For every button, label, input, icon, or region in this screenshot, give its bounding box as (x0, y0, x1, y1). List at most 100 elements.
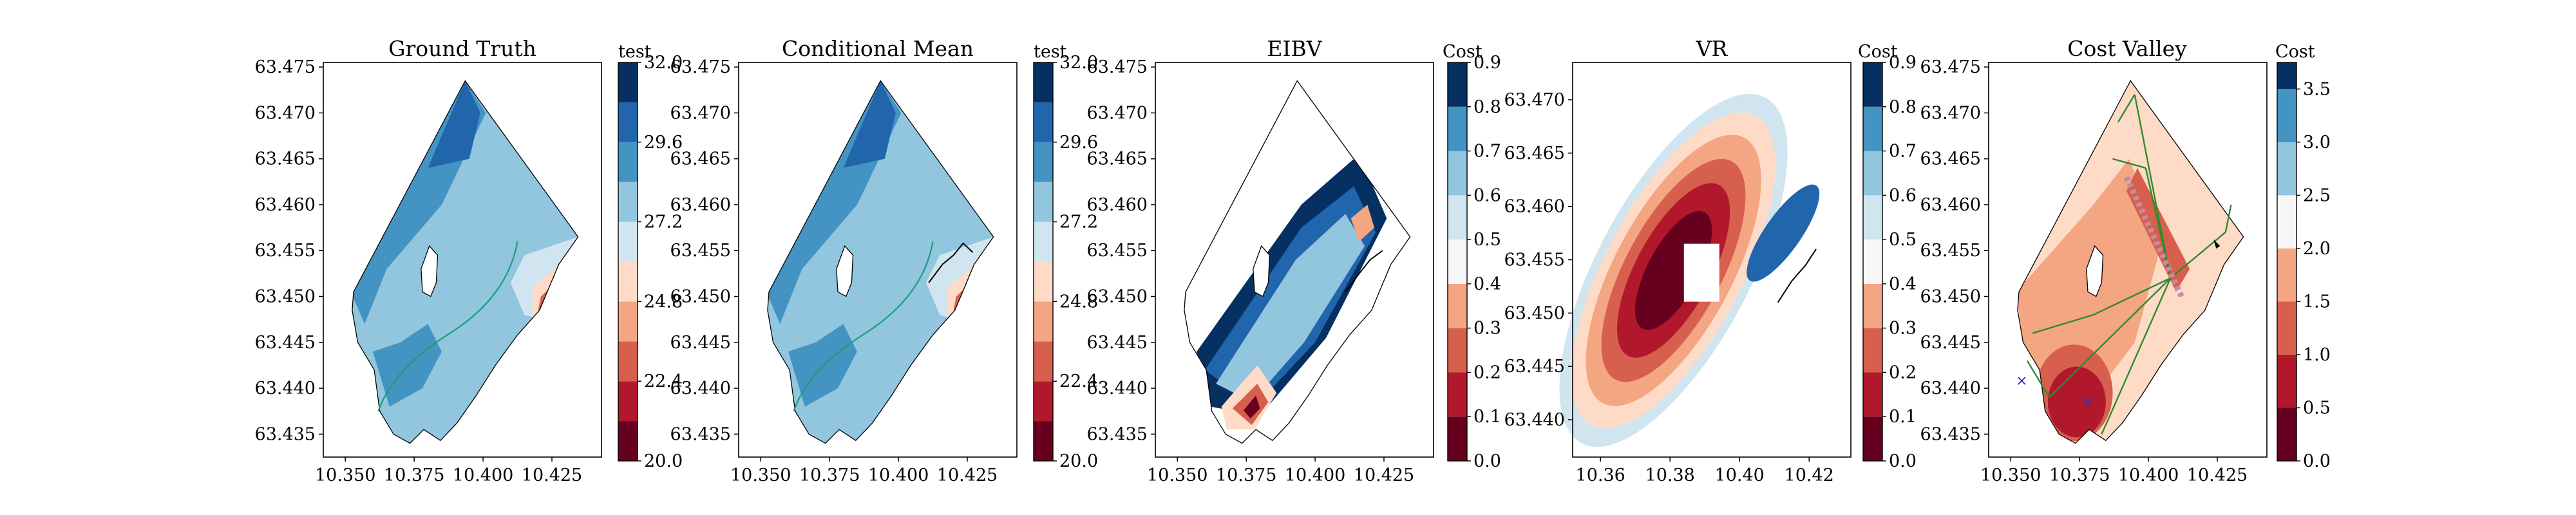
y-tick-label: 63.465 (255, 149, 316, 169)
colorbar-tick-label: 0.5 (2303, 398, 2331, 418)
y-ticks: 63.435 63.440 63.445 63.450 63.455 63.460 63.4… (670, 57, 739, 444)
waypoint-marker: × (2016, 373, 2027, 389)
colorbar-label: Cost (2275, 42, 2315, 62)
contour-fill (1559, 93, 1820, 447)
colorbar-frame (1862, 62, 1883, 462)
contour-lines (793, 241, 974, 412)
colorbar-band (1863, 151, 1882, 196)
y-tick-label: 63.455 (1504, 250, 1565, 270)
colorbar-tick-label: 3.5 (2303, 79, 2331, 99)
x-tick-label: 10.425 (522, 465, 582, 485)
x-ticks: 10.350 10.375 10.400 10.425 (1147, 457, 1414, 485)
plot-frame (738, 62, 1018, 458)
colorbar-frame (1447, 62, 1468, 462)
y-tick-label: 63.435 (670, 424, 731, 444)
x-tick-label: 10.400 (1285, 465, 1345, 485)
contour-band-group (2017, 80, 2244, 444)
colorbar-tick-label: 27.2 (1059, 212, 1098, 232)
colorbar-band (1863, 283, 1882, 328)
contour-lines: ×× (2016, 94, 2232, 435)
colorbar-tick-label: 24.8 (644, 292, 683, 312)
x-tick-label: 10.375 (799, 465, 860, 485)
study-area-outline (2017, 80, 2244, 444)
panel-title: VR (1696, 36, 1728, 61)
colorbar-tick-label: 2.0 (2303, 239, 2331, 259)
x-tick-label: 10.425 (1354, 465, 1414, 485)
y-ticks: 63.435 63.440 63.445 63.450 63.455 63.460 63.4… (1087, 57, 1155, 444)
rrt-branch (2112, 158, 2146, 169)
study-area-outline (767, 80, 994, 444)
contour-lines (1345, 250, 1383, 292)
colorbar-band (1863, 328, 1882, 373)
colorbar-tick-label: 0.1 (1473, 407, 1501, 427)
x-tick-label: 10.350 (1980, 465, 2041, 485)
contour-band-group (767, 80, 994, 444)
contour-band (788, 324, 857, 407)
colorbar: Cost 0.0 0.5 1.0 1.5 2.0 2.5 3.0 3.5 (2275, 42, 2331, 471)
panel-ground-truth: Ground Truth 63.43563.44063.44563.45063.… (255, 36, 683, 485)
colorbar: Cost 0.0 0.1 0.2 0.3 0.4 0.5 0.6 0.7 0.8 0.9 (1858, 42, 1917, 471)
x-tick-label: 10.36 (1576, 465, 1625, 485)
study-area-outline (352, 80, 579, 444)
colorbar-tick-label: 24.8 (1059, 292, 1098, 312)
y-tick-label: 63.460 (1920, 195, 1981, 215)
contour-fill (1184, 80, 1411, 444)
colorbar-tick-label: 0.5 (1889, 230, 1917, 250)
colorbar-band (1034, 102, 1053, 142)
colorbar-band (1863, 372, 1882, 417)
contour-band (1747, 184, 1820, 282)
y-tick-label: 63.450 (670, 287, 731, 307)
vehicle-path (1777, 248, 1817, 303)
colorbar-tick-label: 0.9 (1889, 53, 1917, 73)
colorbar-band (1863, 62, 1882, 107)
colorbar-band (1863, 417, 1882, 461)
colorbar-tick-label: 0.7 (1473, 142, 1501, 162)
y-tick-label: 63.445 (1920, 333, 1981, 353)
y-tick-label: 63.455 (1087, 241, 1148, 261)
colorbar-band (1448, 106, 1467, 151)
colorbar-band (1034, 341, 1053, 382)
colorbar-label: test (1034, 42, 1067, 62)
y-tick-label: 63.470 (1920, 103, 1981, 123)
y-tick-label: 63.455 (1920, 241, 1981, 261)
contour-band (373, 324, 442, 407)
contour-band-group (1184, 80, 1410, 430)
colorbar-band (1448, 417, 1467, 461)
x-tick-label: 10.400 (868, 465, 929, 485)
colorbar-band (618, 301, 638, 342)
x-ticks: 10.350 10.375 10.400 10.425 (730, 457, 998, 485)
rrt-branch (2170, 231, 2226, 279)
colorbar-tick-label: 20.0 (1059, 451, 1098, 471)
colorbar-frame (2277, 62, 2297, 462)
colorbar-band (618, 182, 638, 222)
colorbar-tick-label: 0.4 (1473, 274, 1501, 294)
colorbar-band (618, 62, 638, 102)
contour-band (1216, 214, 1365, 402)
colorbar: test 20.0 22.4 24.8 27.2 29.6 32.0 (618, 42, 683, 471)
colorbar-tick-label: 22.4 (1059, 371, 1098, 391)
panel-eibv: EIBV 63.435 63.440 63.445 63.450 63.455 63.46… (1087, 36, 1501, 485)
rrt-branch (2101, 415, 2111, 435)
y-tick-label: 63.465 (1087, 149, 1148, 169)
contour-line (793, 241, 934, 412)
colorbar-band (1448, 328, 1467, 373)
x-tick-label: 10.350 (315, 465, 375, 485)
colorbar-band (618, 341, 638, 382)
colorbar-band (2277, 142, 2297, 196)
colorbar-label: Cost (1443, 42, 1482, 62)
colorbar-band (1034, 261, 1053, 302)
y-ticks: 63.440 63.445 63.450 63.455 63.460 63.465 63.4… (1504, 90, 1573, 430)
colorbar-frame (1033, 62, 1054, 462)
colorbar-band (2277, 62, 2297, 89)
x-tick-label: 10.375 (1216, 465, 1276, 485)
study-area-outline (1184, 80, 1411, 444)
colorbar-tick-label: 2.5 (2303, 185, 2331, 205)
vehicle-path (928, 242, 974, 283)
y-tick-label: 63.450 (1087, 287, 1148, 307)
colorbar-tick-label: 32.0 (1059, 53, 1098, 73)
rrt-branch (2134, 94, 2172, 279)
colorbar-band (1448, 62, 1467, 107)
colorbar-band (618, 261, 638, 302)
colorbar-band (1448, 239, 1467, 284)
